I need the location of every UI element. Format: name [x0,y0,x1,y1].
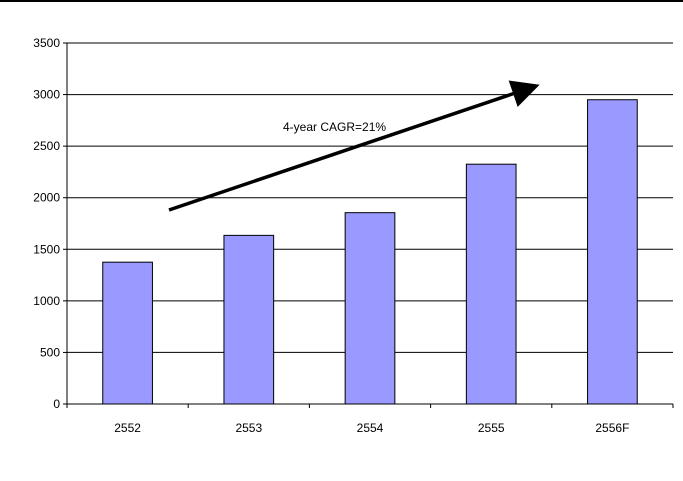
x-tick-label: 2553 [235,421,262,435]
y-tick-labels: 0 500 1000 1500 2000 2500 3000 3500 [33,36,60,411]
y-tick-label: 1000 [33,294,60,308]
gridlines [67,42,673,353]
x-tick-labels: 2552 2553 2554 2555 2556F [114,421,629,435]
bar [465,163,517,405]
bar [102,261,153,405]
bars [102,99,638,405]
y-tick-label: 1500 [33,242,60,256]
y-tick-label: 3000 [33,88,60,102]
annotation: 4-year CAGR=21% [168,80,540,212]
y-tick-label: 3500 [33,36,60,50]
x-tick-label: 2554 [357,421,384,435]
x-tick-label: 2556F [595,421,629,435]
bar [587,99,638,405]
bar [223,234,275,405]
x-tick-label: 2552 [114,421,141,435]
y-tick-label: 2000 [33,191,60,205]
cagr-annotation-text: 4-year CAGR=21% [283,120,386,134]
cagr-arrow [168,80,540,212]
axes [63,42,674,408]
y-tick-label: 2500 [33,139,60,153]
top-border-line [0,0,683,2]
x-tick-label: 2555 [478,421,505,435]
y-tick-label: 500 [40,345,60,359]
bar [344,212,396,405]
y-tick-label: 0 [53,397,60,411]
